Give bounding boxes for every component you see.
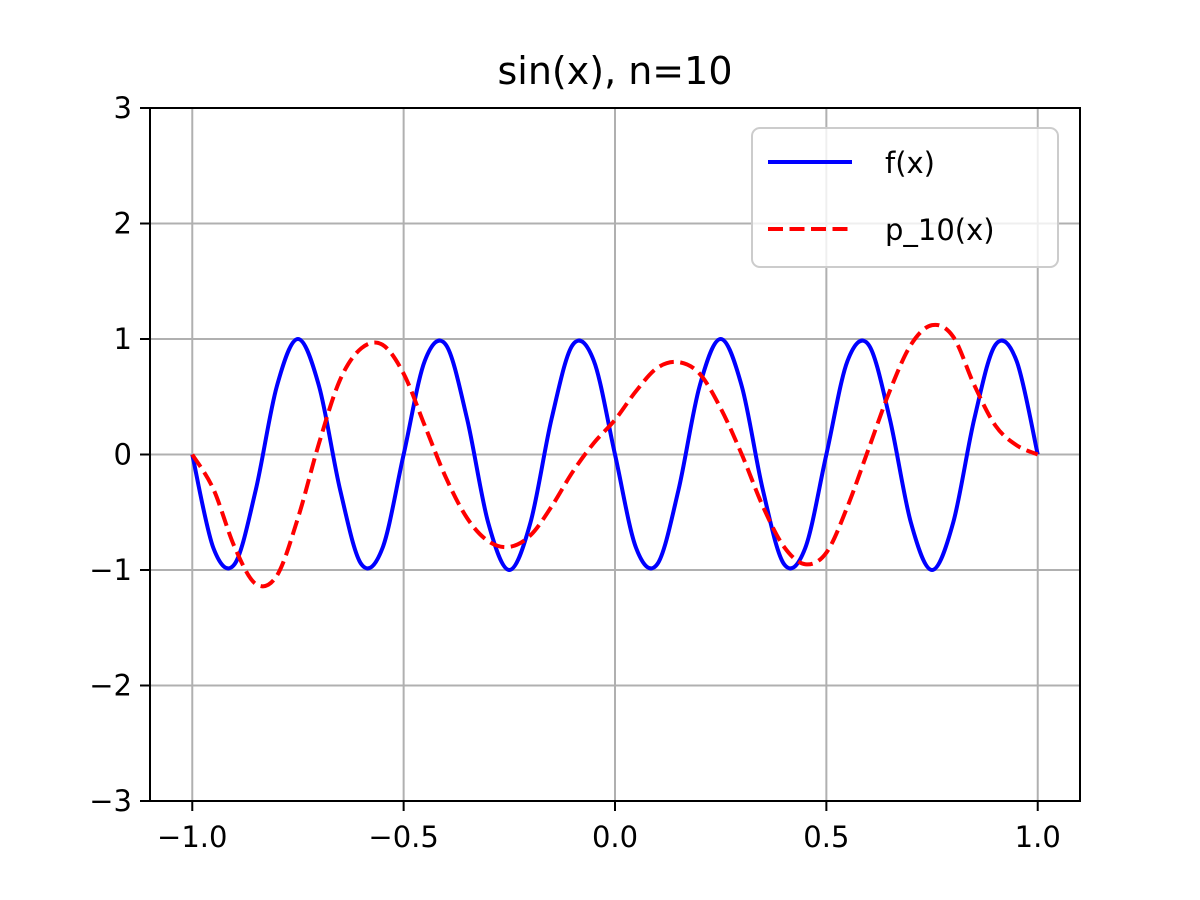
y-tick-label: −3 (89, 784, 132, 818)
legend-label-f: f(x) (885, 146, 935, 180)
chart-title: sin(x), n=10 (497, 49, 732, 93)
series-layer (190, 322, 1040, 589)
x-axis: −1.0 −0.5 0.0 0.5 1.0 (157, 801, 1061, 854)
x-tick-label: 0.0 (592, 820, 638, 854)
y-tick-label: −1 (89, 553, 132, 587)
x-tick-label: −0.5 (368, 820, 438, 854)
y-axis: −3 −2 −1 0 1 2 3 (89, 91, 150, 818)
y-tick-label: −2 (89, 669, 132, 703)
y-tick-label: 3 (114, 91, 132, 125)
y-tick-label: 0 (114, 438, 132, 472)
series-line-f (190, 337, 1040, 572)
x-tick-label: 0.5 (803, 820, 849, 854)
legend-label-p10: p_10(x) (885, 213, 995, 247)
y-tick-label: 1 (114, 322, 132, 356)
x-tick-label: 1.0 (1015, 820, 1061, 854)
y-tick-label: 2 (114, 207, 132, 241)
x-tick-label: −1.0 (157, 820, 227, 854)
legend: f(x) p_10(x) (751, 127, 1059, 268)
series-line-p10 (190, 322, 1039, 589)
